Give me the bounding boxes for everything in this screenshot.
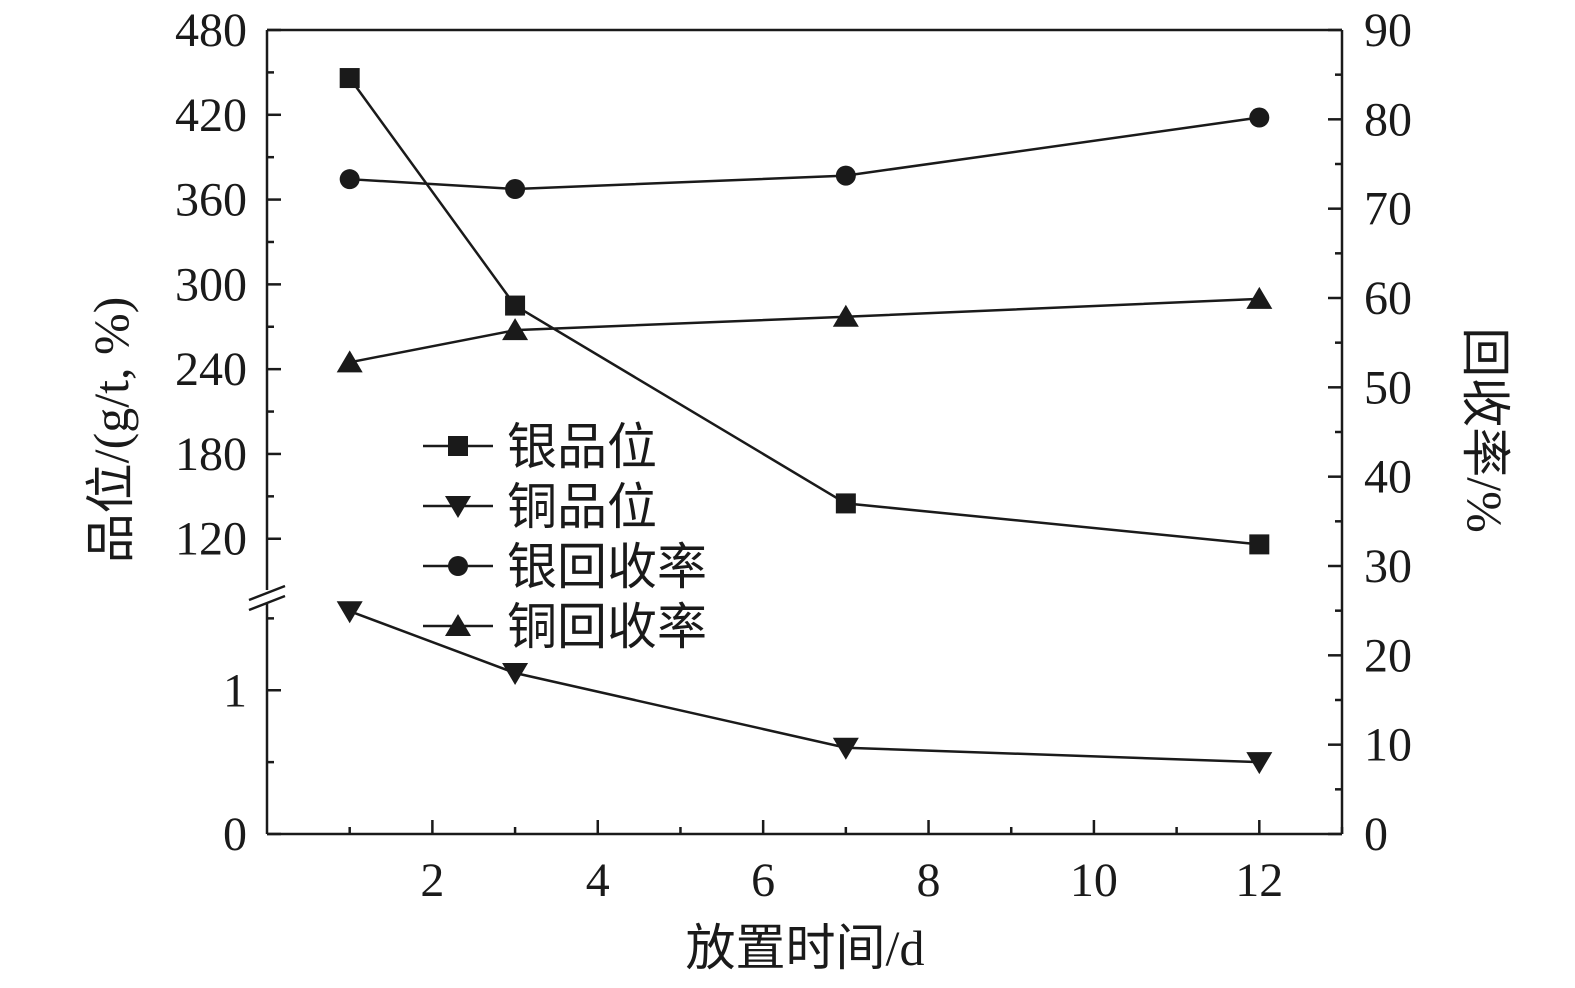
data-point	[832, 304, 859, 327]
data-point	[502, 318, 529, 341]
left-tick-label: 180	[175, 428, 247, 481]
x-tick-label: 12	[1235, 854, 1283, 907]
data-point	[339, 169, 360, 190]
data-point	[1249, 107, 1270, 128]
axes: 2 4 6 8 10 1212018024030036042048001010203040…	[175, 4, 1412, 907]
legend-label: 银回收率	[507, 539, 707, 595]
right-tick-label: 50	[1364, 361, 1412, 414]
legend-marker	[445, 614, 471, 636]
right-tick-label: 40	[1364, 451, 1412, 504]
series-line-2	[349, 116, 1260, 191]
right-tick-label: 20	[1364, 629, 1412, 682]
left-tick-label: 240	[175, 343, 247, 396]
x-tick-label: 4	[586, 854, 610, 907]
right-tick-label: 90	[1364, 4, 1412, 57]
right-tick-label: 30	[1364, 540, 1412, 593]
right-tick-label: 10	[1364, 719, 1412, 772]
data-point	[1246, 286, 1273, 309]
series-line-0	[348, 77, 1260, 546]
axis-break-mark	[248, 594, 286, 612]
left-tick-label: 0	[223, 808, 247, 861]
data-point	[339, 68, 360, 89]
x-tick-label: 2	[420, 854, 444, 907]
right-tick-label: 60	[1364, 272, 1412, 325]
left-tick-label: 360	[175, 174, 247, 227]
data-point	[336, 350, 363, 373]
legend-label: 银品位	[507, 419, 657, 475]
series-line-3	[349, 297, 1260, 364]
x-tick-label: 6	[751, 854, 775, 907]
left-tick-label: 1	[223, 664, 247, 717]
data-point	[505, 179, 526, 200]
left-tick-label: 120	[175, 513, 247, 566]
data-point	[336, 601, 363, 624]
legend-marker	[445, 496, 471, 518]
right-tick-label: 0	[1364, 808, 1388, 861]
right-tick-label: 70	[1364, 183, 1412, 236]
data-point	[832, 737, 859, 760]
data-point	[835, 493, 856, 514]
left-tick-label: 420	[175, 89, 247, 142]
data-point	[502, 663, 529, 685]
data-point	[1246, 752, 1273, 775]
series-layer	[336, 68, 1273, 775]
series-line-1	[349, 610, 1260, 764]
x-tick-label: 8	[917, 854, 941, 907]
data-point	[835, 165, 856, 186]
left-tick-label: 300	[175, 258, 247, 311]
right-axis-title: 回收率/%	[1457, 327, 1513, 533]
left-axis-title: 品位/(g/t, %)	[83, 297, 139, 564]
x-axis-title: 放置时间/d	[686, 920, 925, 976]
left-tick-label: 480	[175, 4, 247, 57]
legend-marker	[448, 556, 468, 576]
data-point	[1249, 534, 1270, 555]
data-point	[505, 295, 526, 316]
x-tick-label: 10	[1070, 854, 1118, 907]
right-tick-label: 80	[1364, 93, 1412, 146]
axis-break-mark	[248, 584, 286, 602]
legend-marker	[448, 436, 468, 456]
legend-label: 铜品位	[507, 479, 657, 535]
legend-label: 铜回收率	[507, 599, 707, 655]
